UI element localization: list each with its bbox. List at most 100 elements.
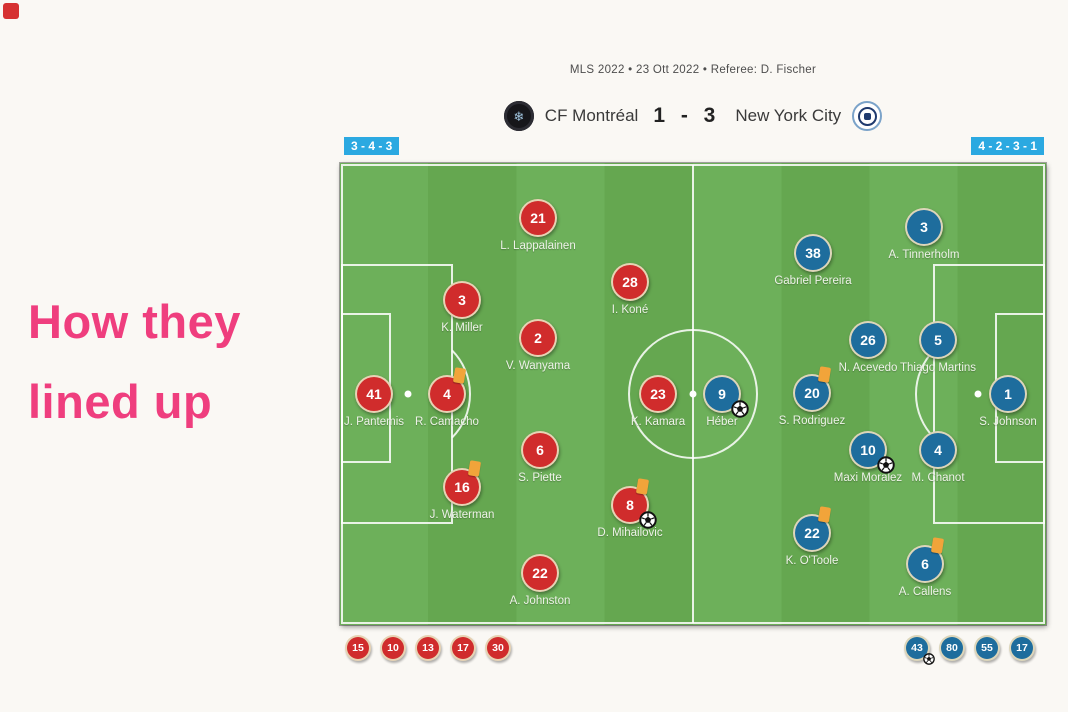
player-number: 1	[1004, 386, 1012, 402]
goal-icon	[923, 653, 935, 665]
player-jersey-circle: 38	[794, 234, 832, 272]
pitch: 41 J. Pantemis 3	[340, 163, 1046, 625]
yellow-card-icon	[467, 460, 482, 477]
away-team-name: New York City	[735, 106, 842, 125]
goal-icon	[731, 400, 749, 418]
player-number: 22	[532, 565, 548, 581]
player-jersey-circle: 2	[519, 319, 557, 357]
right-penalty-spot	[974, 390, 982, 398]
player-number: 23	[650, 386, 666, 402]
substitute-marker: 15	[345, 635, 371, 661]
goal-icon	[639, 511, 657, 529]
substitute-circle: 13	[415, 635, 441, 661]
corner-artifact	[3, 3, 19, 19]
goal-icon	[877, 456, 895, 474]
player-name: R. Camacho	[415, 416, 479, 428]
player-number: 38	[805, 245, 821, 261]
substitute-number: 30	[492, 642, 504, 654]
substitute-number: 10	[387, 642, 399, 654]
player-jersey-circle: 22	[521, 554, 559, 592]
cf-montreal-crest-icon: ❄	[503, 101, 534, 131]
player-jersey-circle: 21	[519, 199, 557, 237]
player-jersey-circle: 1	[989, 375, 1027, 413]
center-spot	[689, 390, 697, 398]
player-name: Maxi Moralez	[833, 472, 903, 484]
away-formation-badge: 4 - 2 - 3 - 1	[971, 137, 1044, 155]
scoreboard: ❄ CF Montréal 1 - 3 New York City	[340, 98, 1046, 134]
substitute-marker: 13	[415, 635, 441, 661]
match-score: 1 - 3	[653, 104, 721, 127]
page-title-line2: lined up	[28, 375, 213, 428]
substitute-circle: 15	[345, 635, 371, 661]
substitute-number: 17	[457, 642, 469, 654]
substitute-number: 15	[352, 642, 364, 654]
player-number: 6	[536, 442, 544, 458]
substitute-number: 43	[911, 642, 923, 654]
player-name: S. Rodriguez	[778, 415, 846, 427]
substitute-marker: 43	[904, 635, 935, 665]
player-name: J. Waterman	[429, 509, 495, 521]
yellow-card-icon	[452, 367, 467, 384]
player-name: K. O'Toole	[785, 555, 839, 567]
nycfc-crest-icon	[852, 101, 883, 131]
player-name: Gabriel Pereira	[774, 275, 852, 287]
substitute-marker: 17	[1009, 635, 1035, 661]
page-title: How they lined up	[28, 282, 241, 442]
player-jersey-circle: 28	[611, 263, 649, 301]
player-name: A. Johnston	[509, 595, 571, 607]
player-jersey-circle: 26	[849, 321, 887, 359]
player-jersey-circle: 16	[443, 468, 481, 506]
player-name: N. Acevedo	[838, 362, 898, 374]
player-name: S. Johnson	[979, 416, 1037, 428]
home-formation-badge: 3 - 4 - 3	[344, 137, 400, 155]
player-name: K. Kamara	[630, 416, 686, 428]
player-number: 41	[366, 386, 382, 402]
substitutes-home: 15 10	[345, 635, 511, 661]
substitute-marker: 80	[939, 635, 965, 661]
snowflake-icon: ❄	[513, 108, 525, 124]
nycfc-crest-monogram	[863, 112, 871, 120]
yellow-card-icon	[817, 366, 832, 383]
yellow-card-icon	[930, 537, 945, 554]
substitutes-away: 43 80	[904, 635, 1035, 665]
substitute-marker: 17	[450, 635, 476, 661]
home-team-name: CF Montréal	[544, 106, 639, 125]
player-number: 28	[622, 274, 638, 290]
substitute-marker: 30	[485, 635, 511, 661]
player-name: L. Lappalainen	[500, 240, 576, 252]
player-name: D. Mihailovic	[597, 527, 663, 539]
substitute-number: 17	[1016, 642, 1028, 654]
player-jersey-circle: 3	[443, 281, 481, 319]
substitute-number: 55	[981, 642, 993, 654]
player-number: 16	[454, 479, 470, 495]
player-jersey-circle: 3	[905, 208, 943, 246]
player-name: M. Chanot	[911, 472, 965, 484]
left-penalty-spot	[404, 390, 412, 398]
player-name: A. Tinnerholm	[888, 249, 960, 261]
player-number: 21	[530, 210, 546, 226]
player-number: 9	[718, 386, 726, 402]
substitute-marker: 10	[380, 635, 406, 661]
substitute-circle: 10	[380, 635, 406, 661]
yellow-card-icon	[635, 478, 650, 495]
match-meta: MLS 2022 • 23 Ott 2022 • Referee: D. Fis…	[569, 64, 817, 76]
player-name: Thiago Martins	[899, 362, 977, 374]
nycfc-crest-inner-ring	[857, 106, 877, 126]
player-name: Héber	[706, 416, 738, 428]
page-title-line1: How they	[28, 295, 241, 348]
player-jersey-circle: 23	[639, 375, 677, 413]
substitute-circle: 80	[939, 635, 965, 661]
substitute-circle: 55	[974, 635, 1000, 661]
yellow-card-icon	[817, 506, 832, 523]
player-number: 6	[921, 556, 929, 572]
player-number: 5	[934, 332, 942, 348]
player-name: J. Pantemis	[343, 416, 405, 428]
player-number: 3	[920, 219, 928, 235]
player-number: 4	[443, 386, 451, 402]
substitute-circle: 30	[485, 635, 511, 661]
substitute-circle: 17	[450, 635, 476, 661]
player-number: 22	[804, 525, 820, 541]
player-name: I. Koné	[611, 304, 649, 316]
substitute-number: 13	[422, 642, 434, 654]
